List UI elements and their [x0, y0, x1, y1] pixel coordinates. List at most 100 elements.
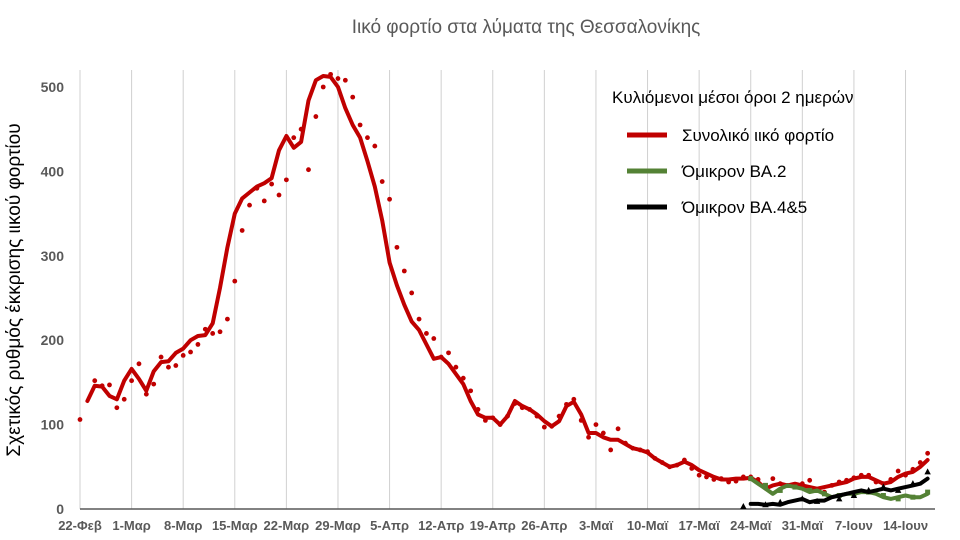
- y-axis-ticks: 0 100 200 300 400 500: [41, 79, 65, 517]
- data-point: [740, 502, 747, 509]
- x-tick-label: 17-Μαϊ: [679, 518, 721, 533]
- data-point: [298, 126, 304, 132]
- data-point: [925, 489, 931, 495]
- data-point: [217, 329, 223, 335]
- data-point: [387, 196, 392, 202]
- data-point: [777, 481, 783, 487]
- y-tick-label: 300: [41, 248, 65, 264]
- data-point: [586, 434, 591, 440]
- data-point: [623, 440, 628, 446]
- data-point: [873, 479, 879, 485]
- y-tick-label: 500: [41, 79, 65, 95]
- data-point: [143, 391, 149, 397]
- data-point: [416, 316, 422, 322]
- data-point: [917, 460, 923, 465]
- x-tick-label: 22-Μαρ: [264, 518, 310, 533]
- y-tick-label: 400: [41, 163, 65, 179]
- data-point: [158, 354, 164, 360]
- data-point: [844, 477, 849, 483]
- data-point: [313, 114, 319, 119]
- data-point: [865, 486, 872, 493]
- data-point: [306, 167, 311, 173]
- chart-title: Ιικό φορτίο στα λύματα της Θεσσαλονίκης: [352, 17, 701, 38]
- data-point: [667, 464, 673, 470]
- series-2: [740, 468, 931, 509]
- data-point: [674, 462, 680, 468]
- data-point: [571, 396, 577, 402]
- data-point: [659, 460, 665, 465]
- x-tick-label: 7-Ιουν: [835, 518, 873, 533]
- data-point: [925, 450, 931, 456]
- data-point: [269, 181, 275, 187]
- data-point: [173, 363, 179, 368]
- data-point: [261, 198, 267, 204]
- data-point: [762, 501, 769, 508]
- data-point: [247, 202, 252, 208]
- data-point: [320, 84, 326, 90]
- data-point: [850, 491, 858, 498]
- data-point: [807, 477, 813, 483]
- data-point: [813, 497, 821, 504]
- data-point: [129, 378, 134, 384]
- x-tick-label: 19-Απρ: [470, 518, 516, 533]
- legend: Κυλιόμενοι μέσοι όροι 2 ημερών Συνολικό …: [612, 88, 854, 217]
- data-point: [431, 336, 437, 341]
- x-tick-label: 8-Μαρ: [164, 518, 202, 533]
- data-point: [858, 472, 864, 478]
- data-point: [748, 476, 754, 482]
- data-point: [910, 494, 916, 500]
- legend-label: Όμικρον ΒΑ.2: [681, 162, 786, 181]
- data-point: [114, 405, 120, 411]
- data-point: [505, 413, 510, 419]
- vertical-gridlines: [79, 70, 907, 509]
- data-point: [770, 476, 776, 482]
- data-point: [851, 475, 857, 481]
- data-point: [202, 326, 208, 332]
- data-point: [136, 361, 142, 367]
- y-axis-title: Σχετικός ρυθμός έκκρισης ιικού φορτίου: [4, 123, 25, 456]
- data-point: [681, 457, 687, 463]
- data-point: [379, 179, 385, 184]
- data-point: [372, 143, 378, 149]
- data-point: [460, 375, 466, 381]
- data-point: [225, 316, 230, 322]
- data-point: [895, 496, 901, 502]
- data-point: [232, 278, 238, 284]
- x-tick-label: 15-Μαρ: [212, 518, 258, 533]
- data-point: [903, 472, 908, 478]
- data-point: [888, 477, 894, 482]
- data-point: [777, 487, 783, 493]
- data-point: [762, 482, 768, 488]
- data-point: [615, 426, 621, 432]
- data-point: [534, 413, 540, 419]
- x-tick-label: 5-Απρ: [370, 518, 409, 533]
- data-point: [365, 135, 370, 141]
- data-point: [394, 244, 400, 250]
- y-tick-label: 100: [41, 417, 65, 433]
- data-point: [541, 424, 547, 430]
- x-tick-label: 3-Μαϊ: [579, 518, 613, 533]
- x-tick-label: 29-Μαρ: [315, 518, 361, 533]
- data-point: [195, 342, 201, 347]
- data-point: [880, 483, 887, 490]
- data-point: [519, 405, 525, 411]
- x-tick-label: 1-Μαρ: [112, 518, 150, 533]
- data-point: [291, 135, 297, 141]
- data-point: [409, 290, 415, 296]
- data-point: [799, 495, 806, 502]
- data-point: [696, 472, 702, 478]
- legend-items: Συνολικό ιικό φορτίο Όμικρον ΒΑ.2 Όμικρον …: [627, 126, 834, 217]
- data-point: [342, 77, 348, 83]
- data-point: [924, 468, 931, 475]
- x-tick-label: 12-Απρ: [418, 518, 464, 533]
- x-tick-label: 10-Μαϊ: [627, 518, 669, 533]
- legend-label: Όμικρον ΒΑ.4&5: [681, 198, 807, 217]
- data-point: [740, 474, 746, 480]
- data-point: [836, 479, 842, 485]
- data-point: [637, 447, 643, 453]
- data-point: [711, 477, 717, 482]
- data-point: [689, 466, 695, 471]
- legend-label: Συνολικό ιικό φορτίο: [682, 126, 834, 145]
- data-point: [556, 413, 562, 419]
